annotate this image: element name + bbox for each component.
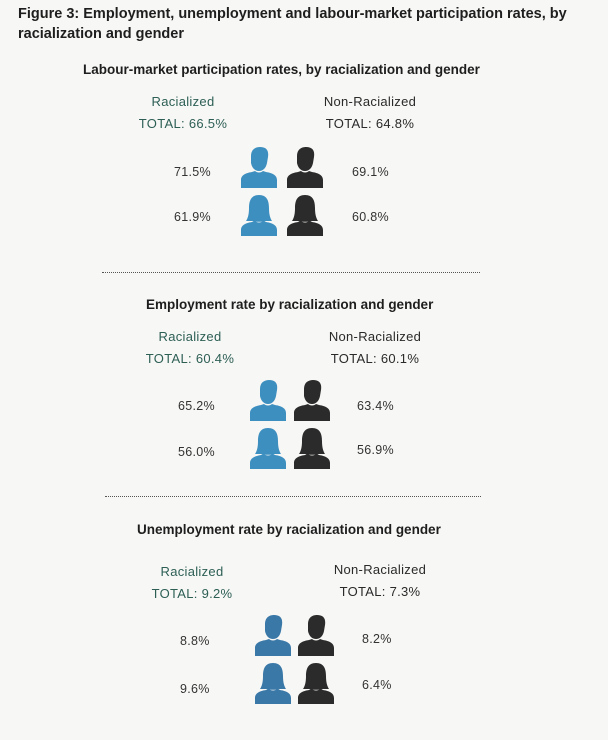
racialized-total: TOTAL: 66.5% xyxy=(138,116,228,131)
non-racialized-total: TOTAL: 64.8% xyxy=(325,116,415,131)
non-racialized-women-value: 56.9% xyxy=(357,443,394,457)
figure-title: Figure 3: Employment, unemployment and l… xyxy=(18,6,567,42)
employment-section: Employment rate by racialization and gen… xyxy=(0,295,608,515)
non-racialized-men-value: 69.1% xyxy=(352,165,389,179)
non-racialized-men-value: 63.4% xyxy=(357,399,394,413)
non-racialized-total: TOTAL: 7.3% xyxy=(339,584,421,599)
racialized-men-value: 71.5% xyxy=(174,165,211,179)
section-title: Employment rate by racialization and gen… xyxy=(146,297,434,312)
racialized-women-value: 61.9% xyxy=(174,210,211,224)
racialized-women-value: 9.6% xyxy=(180,682,210,696)
racialized-label: Racialized xyxy=(158,329,222,344)
racialized-man-icon xyxy=(239,146,279,188)
non-racialized-women-value: 6.4% xyxy=(362,678,392,692)
unemployment-section: Unemployment rate by racialization and g… xyxy=(0,520,608,740)
non-racialized-total: TOTAL: 60.1% xyxy=(330,351,420,366)
racialized-man-icon xyxy=(248,379,288,421)
racialized-total: TOTAL: 9.2% xyxy=(151,586,233,601)
non-racialized-women-value: 60.8% xyxy=(352,210,389,224)
non-racialized-label: Non-Racialized xyxy=(333,562,427,577)
racialized-label: Racialized xyxy=(160,564,224,579)
non-racialized-woman-icon xyxy=(292,427,332,469)
non-racialized-woman-icon xyxy=(296,662,336,704)
non-racialized-label: Non-Racialized xyxy=(323,94,417,109)
racialized-label: Racialized xyxy=(151,94,215,109)
divider xyxy=(102,272,480,273)
racialized-women-value: 56.0% xyxy=(178,445,215,459)
non-racialized-man-icon xyxy=(285,146,325,188)
racialized-woman-icon xyxy=(248,427,288,469)
non-racialized-woman-icon xyxy=(285,194,325,236)
divider xyxy=(105,496,481,497)
racialized-woman-icon xyxy=(253,662,293,704)
racialized-men-value: 8.8% xyxy=(180,634,210,648)
non-racialized-man-icon xyxy=(296,614,336,656)
racialized-total: TOTAL: 60.4% xyxy=(145,351,235,366)
racialized-man-icon xyxy=(253,614,293,656)
non-racialized-men-value: 8.2% xyxy=(362,632,392,646)
section-title: Unemployment rate by racialization and g… xyxy=(137,522,441,537)
section-title: Labour-market participation rates, by ra… xyxy=(83,62,480,77)
racialized-woman-icon xyxy=(239,194,279,236)
non-racialized-man-icon xyxy=(292,379,332,421)
participation-section: Labour-market participation rates, by ra… xyxy=(0,60,608,280)
racialized-men-value: 65.2% xyxy=(178,399,215,413)
non-racialized-label: Non-Racialized xyxy=(328,329,422,344)
